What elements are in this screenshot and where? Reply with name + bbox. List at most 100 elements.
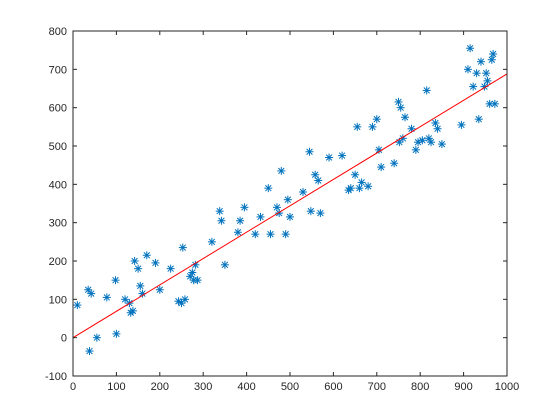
- data-point: [474, 115, 483, 124]
- y-tick-label: 500: [49, 141, 67, 153]
- data-point: [368, 122, 377, 131]
- data-point: [151, 258, 160, 267]
- data-point: [283, 195, 292, 204]
- data-point: [193, 276, 202, 285]
- x-tick-label: 500: [281, 381, 299, 393]
- data-point: [411, 145, 420, 154]
- data-point: [220, 260, 229, 269]
- x-tick-label: 300: [194, 381, 212, 393]
- x-tick-label: 400: [237, 381, 255, 393]
- y-tick-label: 200: [49, 256, 67, 268]
- y-tick-label: 100: [49, 294, 67, 306]
- x-tick-label: 0: [70, 381, 76, 393]
- data-point: [277, 166, 286, 175]
- data-point: [418, 136, 427, 145]
- data-point: [422, 86, 431, 95]
- data-point: [472, 69, 481, 78]
- data-point: [240, 203, 249, 212]
- data-point: [483, 76, 492, 85]
- data-point: [482, 69, 491, 78]
- data-point: [256, 212, 265, 221]
- data-point: [306, 207, 315, 216]
- data-point: [264, 184, 273, 193]
- data-point: [305, 147, 314, 156]
- data-point: [396, 103, 405, 112]
- x-tick-label: 600: [324, 381, 342, 393]
- data-point: [85, 347, 94, 356]
- data-point: [102, 293, 111, 302]
- data-point: [390, 159, 399, 168]
- data-point: [178, 243, 187, 252]
- data-point: [476, 57, 485, 66]
- data-point: [128, 306, 137, 315]
- data-point: [469, 82, 478, 91]
- data-point: [314, 176, 323, 185]
- data-point: [427, 138, 436, 147]
- data-point: [346, 184, 355, 193]
- data-point: [357, 178, 366, 187]
- data-point: [353, 122, 362, 131]
- data-point: [130, 257, 139, 265]
- data-point: [142, 251, 151, 260]
- data-point: [87, 289, 96, 298]
- data-point: [84, 285, 93, 294]
- data-point: [372, 115, 381, 124]
- x-tick-label: 900: [454, 381, 472, 393]
- data-point: [490, 99, 499, 108]
- data-point: [325, 153, 334, 162]
- data-point: [433, 124, 442, 133]
- axes-background: [73, 31, 507, 376]
- fit-line-group: [72, 73, 508, 339]
- data-point: [463, 65, 472, 74]
- data-point: [394, 97, 403, 106]
- x-axis-ticks: 0 100 200 300 400 500 600 700 800 900 1000: [70, 31, 519, 393]
- data-point: [355, 184, 364, 193]
- data-point: [217, 216, 226, 225]
- data-point: [466, 44, 475, 53]
- y-tick-label: 800: [49, 26, 67, 38]
- y-tick-label: 600: [49, 103, 67, 115]
- y-tick-label: 0: [61, 333, 67, 345]
- data-point: [207, 237, 216, 246]
- data-point: [338, 151, 347, 160]
- data-point: [437, 140, 446, 149]
- data-point: [177, 299, 186, 308]
- y-tick-label: 300: [49, 218, 67, 230]
- data-point: [407, 124, 416, 133]
- y-tick-label: 400: [49, 179, 67, 191]
- data-point: [489, 50, 498, 58]
- x-tick-label: 800: [411, 381, 429, 393]
- x-tick-label: 1000: [495, 381, 519, 393]
- data-point: [111, 276, 120, 285]
- data-point: [286, 212, 294, 221]
- data-point: [351, 170, 360, 179]
- data-point: [316, 209, 325, 218]
- y-axis-ticks: -100 0 100 200 300 400 500 600 700 800: [45, 26, 507, 383]
- x-tick-label: 700: [368, 381, 386, 393]
- data-point: [155, 285, 164, 294]
- data-point: [311, 170, 320, 179]
- data-point: [266, 230, 275, 239]
- data-point: [73, 301, 82, 310]
- data-point: [134, 264, 143, 273]
- data-point: [401, 113, 410, 122]
- data-point: [487, 55, 496, 64]
- data-point: [236, 216, 245, 225]
- data-point: [233, 228, 242, 237]
- data-point: [457, 120, 466, 129]
- data-point: [272, 203, 281, 212]
- data-point: [136, 281, 145, 290]
- fit-line: [72, 73, 508, 339]
- data-point: [166, 264, 175, 273]
- data-point: [431, 119, 440, 127]
- data-point: [188, 268, 197, 277]
- data-point: [377, 163, 386, 172]
- data-point: [215, 207, 224, 216]
- data-point: [92, 333, 101, 342]
- data-point: [299, 188, 308, 196]
- y-tick-label: -100: [45, 371, 67, 383]
- x-tick-label: 100: [107, 381, 125, 393]
- data-point: [364, 182, 373, 191]
- data-point: [251, 230, 260, 239]
